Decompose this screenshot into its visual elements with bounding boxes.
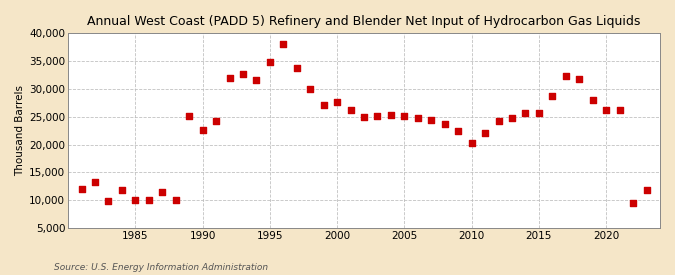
- Point: [372, 114, 383, 118]
- Point: [614, 107, 625, 112]
- Title: Annual West Coast (PADD 5) Refinery and Blender Net Input of Hydrocarbon Gas Liq: Annual West Coast (PADD 5) Refinery and …: [87, 15, 641, 28]
- Point: [412, 116, 423, 120]
- Point: [319, 102, 329, 107]
- Point: [533, 111, 544, 115]
- Point: [251, 78, 262, 82]
- Point: [103, 199, 114, 204]
- Point: [641, 188, 652, 192]
- Point: [278, 42, 289, 47]
- Point: [117, 188, 128, 192]
- Point: [238, 72, 248, 76]
- Point: [197, 127, 208, 132]
- Point: [439, 122, 450, 126]
- Point: [520, 111, 531, 115]
- Point: [628, 201, 639, 205]
- Point: [385, 113, 396, 117]
- Point: [480, 131, 491, 136]
- Point: [130, 198, 140, 202]
- Point: [560, 74, 571, 78]
- Point: [265, 59, 275, 64]
- Point: [211, 119, 221, 123]
- Point: [507, 116, 518, 121]
- Point: [143, 198, 154, 202]
- Point: [345, 108, 356, 112]
- Point: [426, 117, 437, 122]
- Y-axis label: Thousand Barrels: Thousand Barrels: [15, 85, 25, 176]
- Point: [305, 87, 316, 91]
- Text: Source: U.S. Energy Information Administration: Source: U.S. Energy Information Administ…: [54, 263, 268, 272]
- Point: [547, 94, 558, 98]
- Point: [574, 77, 585, 82]
- Point: [76, 187, 87, 191]
- Point: [157, 190, 167, 195]
- Point: [601, 107, 612, 112]
- Point: [466, 141, 477, 146]
- Point: [493, 119, 504, 123]
- Point: [399, 114, 410, 118]
- Point: [587, 98, 598, 102]
- Point: [292, 66, 302, 70]
- Point: [224, 76, 235, 80]
- Point: [170, 198, 181, 202]
- Point: [453, 129, 464, 133]
- Point: [90, 180, 101, 185]
- Point: [184, 114, 194, 119]
- Point: [331, 100, 342, 104]
- Point: [358, 115, 369, 120]
